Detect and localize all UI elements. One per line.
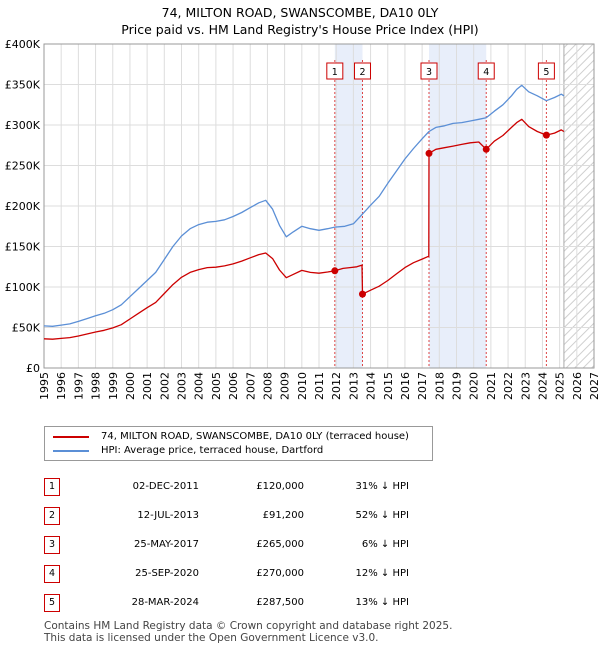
x-tick-label: 2020	[468, 372, 481, 400]
price-chart: £0 £50K £100K £150K £200K £250K £300K £350K £400…	[5, 38, 600, 400]
sale-number-badge: 2	[44, 506, 60, 525]
x-tick-label: 2012	[330, 372, 343, 400]
sale-hpi-diff: 52% ↓ HPI	[355, 510, 409, 521]
legend-swatch-hpi	[53, 450, 89, 452]
sale-hpi-diff: 6% ↓ HPI	[361, 539, 409, 550]
sale-marker-box	[537, 62, 555, 80]
x-tick-label: 2006	[227, 372, 240, 400]
x-tick-label: 2022	[502, 372, 515, 400]
y-tick-label: £150K	[5, 241, 41, 254]
sale-marker-label: 5	[543, 67, 549, 78]
sales-table: 1 02-DEC-2011 £120,000 31% ↓ HPI 2 12-JU…	[44, 472, 409, 617]
legend-label-hpi: HPI: Average price, terraced house, Dart…	[101, 445, 324, 456]
x-tick-label: 2001	[141, 372, 154, 400]
sale-point	[331, 267, 339, 275]
x-tick-label: 1995	[38, 372, 51, 400]
sale-date: 12-JUL-2013	[137, 510, 199, 521]
sale-marker-box	[353, 62, 371, 80]
y-tick-label: £200K	[5, 200, 41, 213]
sale-marker-box	[326, 62, 344, 80]
footer-line-2: This data is licensed under the Open Gov…	[44, 632, 379, 644]
sale-marker-box	[477, 62, 495, 80]
x-tick-label: 2002	[158, 372, 171, 400]
x-tick-label: 1999	[107, 372, 120, 400]
sale-number-badge: 5	[44, 593, 60, 612]
title-line-1: 74, MILTON ROAD, SWANSCOMBE, DA10 0LY	[161, 5, 439, 20]
sale-point	[542, 131, 550, 139]
x-tick-label: 2024	[536, 372, 549, 400]
sale-number-badge: 4	[44, 564, 60, 583]
y-tick-label: £400K	[5, 38, 41, 51]
y-tick-label: £0	[26, 362, 40, 375]
x-tick-label: 2003	[176, 372, 189, 400]
x-tick-label: 2013	[347, 372, 360, 400]
sale-price: £91,200	[262, 510, 304, 521]
sale-price: £120,000	[256, 481, 304, 492]
chart-title: 74, MILTON ROAD, SWANSCOMBE, DA10 0LY Pr…	[0, 4, 600, 38]
x-tick-label: 2025	[554, 372, 567, 400]
plot-frame	[43, 43, 595, 369]
legend-swatch-property	[53, 436, 89, 438]
sale-date: 25-SEP-2020	[135, 568, 199, 579]
y-tick-label: £350K	[5, 79, 41, 92]
x-tick-label: 2004	[193, 372, 206, 400]
x-tick-label: 2019	[451, 372, 464, 400]
legend-label-property: 74, MILTON ROAD, SWANSCOMBE, DA10 0LY (t…	[101, 431, 409, 442]
x-tick-label: 2023	[519, 372, 532, 400]
legend-item-hpi: HPI: Average price, terraced house, Dart…	[53, 444, 323, 458]
x-tick-label: 2016	[399, 372, 412, 400]
sale-marker-label: 3	[426, 67, 432, 78]
sale-marker-box	[420, 62, 438, 80]
table-row: 3 25-MAY-2017 £265,000 6% ↓ HPI	[44, 530, 409, 559]
table-row: 4 25-SEP-2020 £270,000 12% ↓ HPI	[44, 559, 409, 588]
x-tick-label: 1996	[55, 372, 68, 400]
sale-point	[358, 290, 366, 298]
sale-price: £270,000	[256, 568, 304, 579]
x-tick-label: 1998	[90, 372, 103, 400]
x-tick-label: 2008	[261, 372, 274, 400]
y-tick-label: £300K	[5, 119, 41, 132]
sale-date: 25-MAY-2017	[133, 539, 199, 550]
sale-marker-label: 2	[359, 67, 365, 78]
y-tick-label: £100K	[5, 281, 41, 294]
sale-marker-label: 1	[332, 67, 338, 78]
x-tick-label: 2014	[365, 372, 378, 400]
legend-item-property: 74, MILTON ROAD, SWANSCOMBE, DA10 0LY (t…	[53, 430, 409, 444]
sale-date: 02-DEC-2011	[132, 481, 199, 492]
sale-marker-label: 4	[483, 67, 489, 78]
x-tick-label: 1997	[72, 372, 85, 400]
chart-legend: 74, MILTON ROAD, SWANSCOMBE, DA10 0LY (t…	[44, 426, 433, 461]
x-tick-label: 2027	[588, 372, 600, 400]
x-tick-label: 2018	[433, 372, 446, 400]
x-tick-label: 2017	[416, 372, 429, 400]
title-line-2: Price paid vs. HM Land Registry's House …	[121, 22, 479, 37]
x-tick-label: 2009	[279, 372, 292, 400]
table-row: 1 02-DEC-2011 £120,000 31% ↓ HPI	[44, 472, 409, 501]
x-tick-label: 2021	[485, 372, 498, 400]
y-tick-label: £250K	[5, 160, 41, 173]
sale-hpi-diff: 12% ↓ HPI	[355, 568, 409, 579]
sale-point	[425, 149, 433, 157]
sale-price: £287,500	[256, 597, 304, 608]
sale-point	[482, 145, 490, 153]
sale-number-badge: 3	[44, 535, 60, 554]
sale-hpi-diff: 31% ↓ HPI	[355, 481, 409, 492]
sale-hpi-diff: 13% ↓ HPI	[355, 597, 409, 608]
footer-line-1: Contains HM Land Registry data © Crown c…	[44, 620, 453, 632]
x-tick-label: 2007	[244, 372, 257, 400]
x-tick-label: 2010	[296, 372, 309, 400]
footer-attribution: Contains HM Land Registry data © Crown c…	[44, 620, 452, 644]
x-tick-label: 2011	[313, 372, 326, 400]
table-row: 2 12-JUL-2013 £91,200 52% ↓ HPI	[44, 501, 409, 530]
x-tick-label: 2026	[571, 372, 584, 400]
x-tick-label: 2000	[124, 372, 137, 400]
table-row: 5 28-MAR-2024 £287,500 13% ↓ HPI	[44, 588, 409, 617]
y-tick-label: £50K	[12, 322, 41, 335]
x-tick-label: 2005	[210, 372, 223, 400]
sale-price: £265,000	[256, 539, 304, 550]
hpi-series-line	[43, 84, 565, 327]
sale-number-badge: 1	[44, 477, 60, 496]
sale-date: 28-MAR-2024	[131, 597, 199, 608]
x-tick-label: 2015	[382, 372, 395, 400]
